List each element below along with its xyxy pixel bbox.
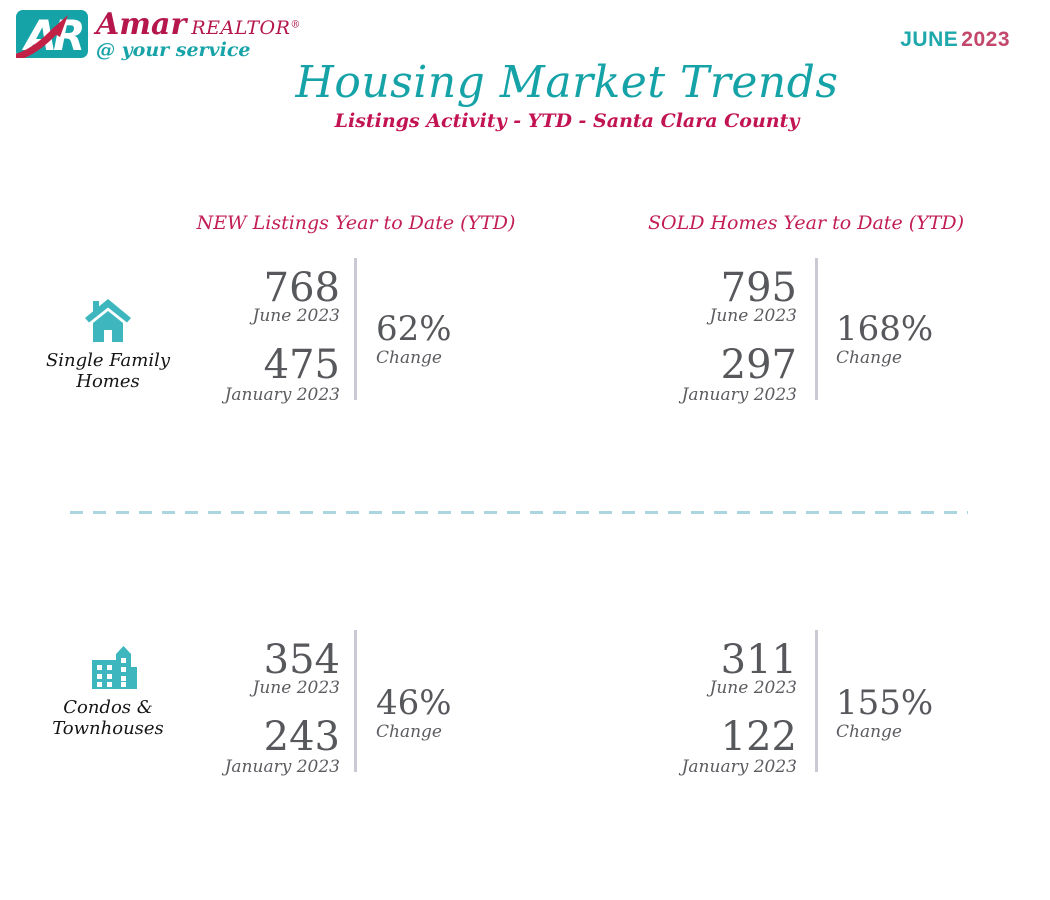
stat-divider [815,258,818,400]
house-icon [85,299,131,342]
sfh-new-previous-label: January 2023 [224,385,340,405]
condo-new-change-label: Change [376,722,442,742]
condo-sold-current-label: June 2023 [709,678,797,698]
condo-sold-previous-value: 122 [720,714,797,760]
condo-new-previous-label: January 2023 [224,757,340,777]
condo-sold-change-label: Change [836,722,902,742]
condo-new-current-label: June 2023 [252,678,340,698]
stat-divider [354,630,357,772]
sfh-sold-previous-label: January 2023 [681,385,797,405]
sfh-new-previous-value: 475 [263,342,340,388]
report-date: JUNE 2023 [900,28,1010,52]
building-icon [92,646,137,689]
column-header-new-listings: NEW Listings Year to Date (YTD) [196,212,516,234]
sfh-sold-previous-value: 297 [720,342,797,388]
sfh-sold-current-label: June 2023 [709,306,797,326]
condo-new-current-value: 354 [263,637,340,683]
brand-name: Amar [96,7,187,42]
brand-logo: AR Amar REALTOR® @ your service [16,10,300,60]
brand-tagline: @ your service [96,39,251,61]
condo-sold-change-value: 155% [836,683,934,723]
condo-sold-current-value: 311 [720,637,797,683]
amar-realtor-monogram-icon: AR [16,10,88,58]
category-label-line2: Townhouses [52,717,164,739]
section-divider-dashed-line [70,511,968,514]
sfh-sold-current-value: 795 [720,265,797,311]
sfh-sold-change-value: 168% [836,309,934,349]
sfh-new-change-value: 62% [376,309,452,349]
page-subtitle: Listings Activity - YTD - Santa Clara Co… [334,110,800,132]
sfh-new-current-label: June 2023 [252,306,340,326]
category-label-condos: Condos & Townhouses [28,697,188,739]
registered-mark: ® [290,19,301,31]
brand-suffix: REALTOR [191,17,291,39]
sfh-sold-change-label: Change [836,348,902,368]
category-label-single-family: Single Family Homes [28,350,188,392]
stat-divider [354,258,357,400]
stat-divider [815,630,818,772]
sfh-new-change-label: Change [376,348,442,368]
column-header-sold-homes: SOLD Homes Year to Date (YTD) [648,212,964,234]
report-year: 2023 [961,28,1010,51]
condo-new-previous-value: 243 [263,714,340,760]
report-month: JUNE [900,28,959,51]
page-title: Housing Market Trends [295,57,839,108]
category-label-line2: Homes [76,370,140,392]
category-label-line1: Single Family [45,350,171,371]
condo-new-change-value: 46% [376,683,452,723]
category-label-line1: Condos & [63,697,153,718]
condo-sold-previous-label: January 2023 [681,757,797,777]
sfh-new-current-value: 768 [263,265,340,311]
brand-wordmark: Amar REALTOR® @ your service [96,10,300,60]
